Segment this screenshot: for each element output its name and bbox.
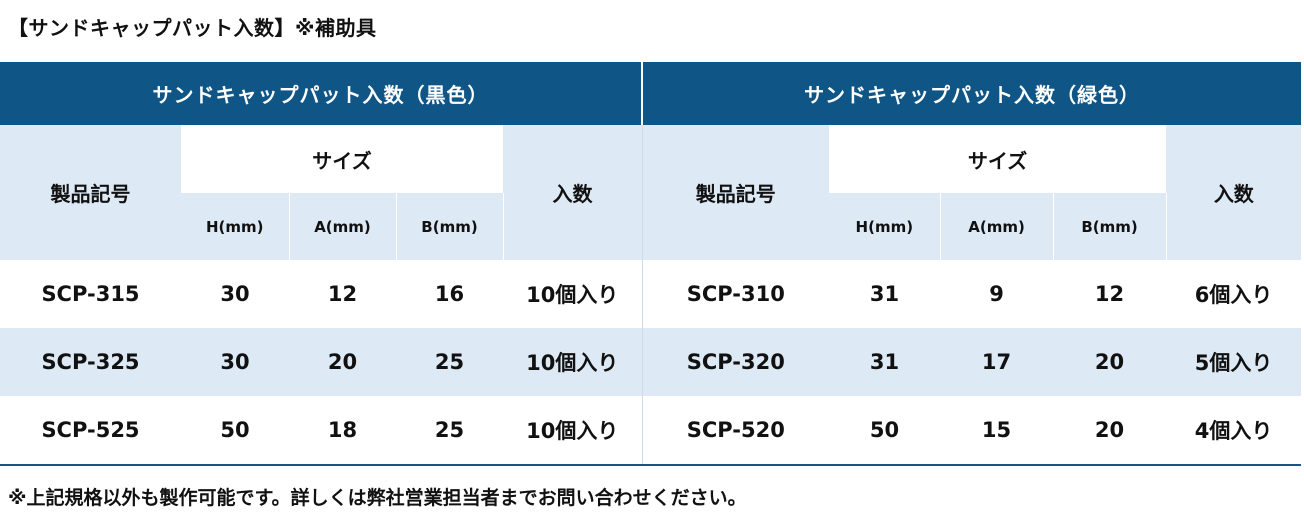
product-quantity-table: サンドキャップパット入数（黒色） サンドキャップパット入数（緑色） 製品記号 サ…	[0, 62, 1302, 466]
b-cell: 25	[396, 328, 503, 396]
group-header-row: サンドキャップパット入数（黒色） サンドキャップパット入数（緑色）	[0, 62, 1302, 125]
b-cell: 20	[1053, 328, 1167, 396]
a-cell: 15	[940, 396, 1054, 465]
table-row: SCP-325 30 20 25 10個入り SCP-320 31 17 20 …	[0, 328, 1302, 396]
h-cell: 30	[181, 328, 289, 396]
product-code-cell: SCP-325	[0, 328, 181, 396]
product-code-cell: SCP-310	[641, 260, 830, 328]
quantity-cell: 5個入り	[1166, 328, 1302, 396]
product-code-cell: SCP-520	[641, 396, 830, 465]
a-cell: 9	[940, 260, 1054, 328]
h-cell: 31	[829, 260, 941, 328]
quantity-cell: 4個入り	[1166, 396, 1302, 465]
sub-header-row: 製品記号 サイズ 入数 製品記号 サイズ 入数	[0, 125, 1302, 260]
product-code-header: 製品記号	[0, 125, 181, 260]
quantity-cell: 10個入り	[503, 260, 643, 328]
a-cell: 12	[289, 260, 396, 328]
h-cell: 50	[829, 396, 941, 465]
product-code-cell: SCP-320	[641, 328, 830, 396]
dim-a-header: A(mm)	[289, 193, 397, 260]
b-cell: 20	[1053, 396, 1167, 465]
dim-h-header: H(mm)	[829, 193, 941, 260]
b-cell: 25	[396, 396, 503, 465]
a-cell: 20	[289, 328, 396, 396]
green-group-title: サンドキャップパット入数（緑色）	[642, 62, 1302, 125]
quantity-cell: 10個入り	[503, 328, 643, 396]
h-cell: 31	[829, 328, 941, 396]
quantity-header: 入数	[1166, 125, 1302, 260]
table-row: SCP-315 30 12 16 10個入り SCP-310 31 9 12 6…	[0, 260, 1302, 328]
b-cell: 12	[1053, 260, 1167, 328]
table-row: SCP-525 50 18 25 10個入り SCP-520 50 15 20 …	[0, 396, 1302, 465]
product-code-header: 製品記号	[641, 125, 830, 260]
size-header: サイズ	[829, 125, 1167, 193]
size-header: サイズ	[181, 125, 503, 193]
b-cell: 16	[396, 260, 503, 328]
product-code-cell: SCP-315	[0, 260, 181, 328]
dim-b-header: B(mm)	[396, 193, 504, 260]
footnote: ※上記規格以外も製作可能です。詳しくは弊社営業担当者までお問い合わせください。	[8, 487, 747, 509]
quantity-cell: 6個入り	[1166, 260, 1302, 328]
a-cell: 18	[289, 396, 396, 465]
dimension-header-row: H(mm) A(mm) B(mm) H(mm) A(mm) B(mm)	[0, 193, 1301, 260]
h-cell: 50	[181, 396, 289, 465]
black-group-title: サンドキャップパット入数（黒色）	[0, 62, 644, 125]
quantity-header: 入数	[503, 125, 643, 260]
h-cell: 30	[181, 260, 289, 328]
dim-b-header: B(mm)	[1053, 193, 1167, 260]
quantity-cell: 10個入り	[503, 396, 643, 465]
page-title: 【サンドキャップパット入数】※補助具	[8, 16, 377, 40]
product-code-cell: SCP-525	[0, 396, 181, 465]
dim-h-header: H(mm)	[181, 193, 290, 260]
a-cell: 17	[940, 328, 1054, 396]
dim-a-header: A(mm)	[940, 193, 1054, 260]
